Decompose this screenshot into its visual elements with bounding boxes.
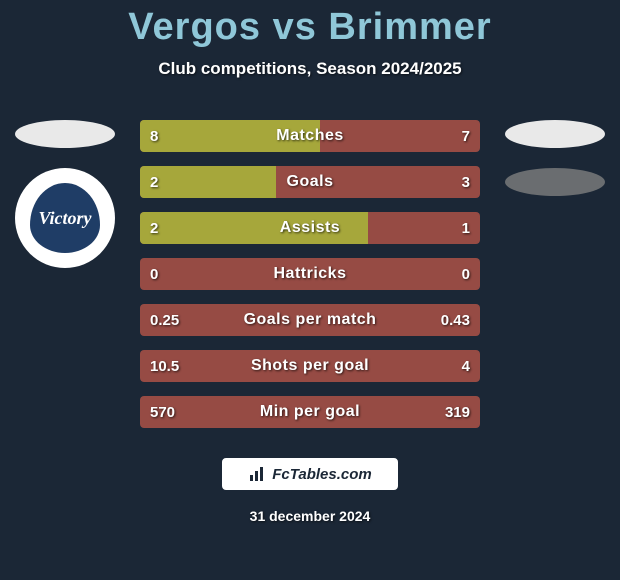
footer-date: 31 december 2024 — [0, 508, 620, 524]
comparison-bars: 87Matches 23Goals 21Assists 00Hattricks 0.25… — [140, 120, 480, 442]
bar-row: 23Goals — [140, 166, 480, 198]
club-logo: Victory — [15, 168, 115, 268]
bar-label: Goals — [140, 166, 480, 198]
bar-label: Min per goal — [140, 396, 480, 428]
player2-pill-1 — [505, 120, 605, 148]
bar-label: Goals per match — [140, 304, 480, 336]
club-logo-text: Victory — [39, 209, 92, 227]
bar-row: 00Hattricks — [140, 258, 480, 290]
bar-label: Hattricks — [140, 258, 480, 290]
page-subtitle: Club competitions, Season 2024/2025 — [0, 59, 620, 79]
chart-icon — [248, 465, 266, 483]
footer-brand-badge: FcTables.com — [220, 456, 400, 492]
bar-row: 0.250.43Goals per match — [140, 304, 480, 336]
player2-pill-2 — [505, 168, 605, 196]
bar-row: 87Matches — [140, 120, 480, 152]
player1-pill — [15, 120, 115, 148]
right-logo-area — [500, 120, 610, 216]
page-root: Vergos vs Brimmer Club competitions, Sea… — [0, 0, 620, 580]
club-logo-inner: Victory — [30, 183, 100, 253]
bar-row: 21Assists — [140, 212, 480, 244]
bar-label: Shots per goal — [140, 350, 480, 382]
bar-row: 570319Min per goal — [140, 396, 480, 428]
bar-label: Assists — [140, 212, 480, 244]
left-logo-area: Victory — [10, 120, 120, 268]
bar-label: Matches — [140, 120, 480, 152]
footer-brand-text: FcTables.com — [272, 466, 371, 483]
page-title: Vergos vs Brimmer — [0, 0, 620, 49]
bar-row: 10.54Shots per goal — [140, 350, 480, 382]
